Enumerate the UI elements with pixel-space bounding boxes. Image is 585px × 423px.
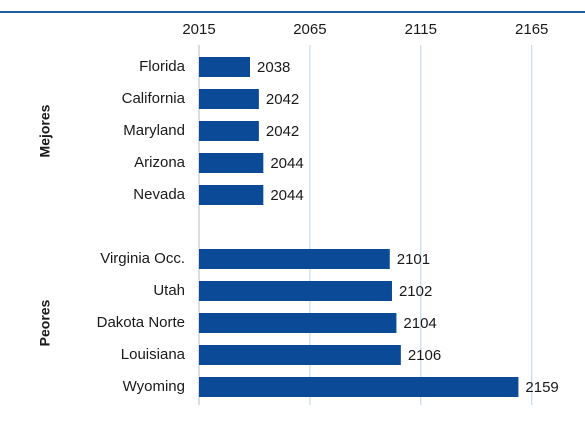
bar [199, 313, 397, 333]
value-label: 2104 [403, 315, 436, 332]
bar [199, 377, 519, 397]
value-label: 2159 [525, 379, 558, 396]
value-label: 2042 [266, 123, 299, 140]
bar [199, 345, 401, 365]
value-label: 2101 [397, 251, 430, 268]
value-label: 2042 [266, 91, 299, 108]
bar [199, 89, 259, 109]
x-tick-label: 2015 [182, 21, 215, 38]
y-tick-label: Dakota Norte [97, 314, 185, 331]
group-label: Mejores [37, 104, 53, 157]
value-label: 2044 [270, 187, 303, 204]
y-tick-label: Arizona [134, 154, 186, 171]
y-tick-label: California [122, 90, 186, 107]
y-tick-label: Wyoming [123, 378, 185, 395]
value-label: 2038 [257, 59, 290, 76]
value-label: 2102 [399, 283, 432, 300]
bar [199, 281, 392, 301]
bar [199, 249, 390, 269]
bar [199, 153, 264, 173]
group-label: Peores [37, 299, 53, 346]
y-tick-label: Florida [139, 58, 186, 75]
x-tick-label: 2165 [515, 21, 548, 38]
x-tick-label: 2115 [405, 21, 437, 38]
bar [199, 121, 259, 141]
bar [199, 57, 251, 77]
y-tick-label: Nevada [133, 186, 185, 203]
y-tick-label: Maryland [123, 122, 185, 139]
y-tick-label: Virginia Occ. [100, 250, 185, 267]
y-tick-label: Utah [153, 282, 185, 299]
x-tick-label: 2065 [293, 21, 326, 38]
bar [199, 185, 264, 205]
value-label: 2106 [408, 347, 441, 364]
y-tick-label: Louisiana [121, 346, 186, 363]
value-label: 2044 [270, 155, 303, 172]
